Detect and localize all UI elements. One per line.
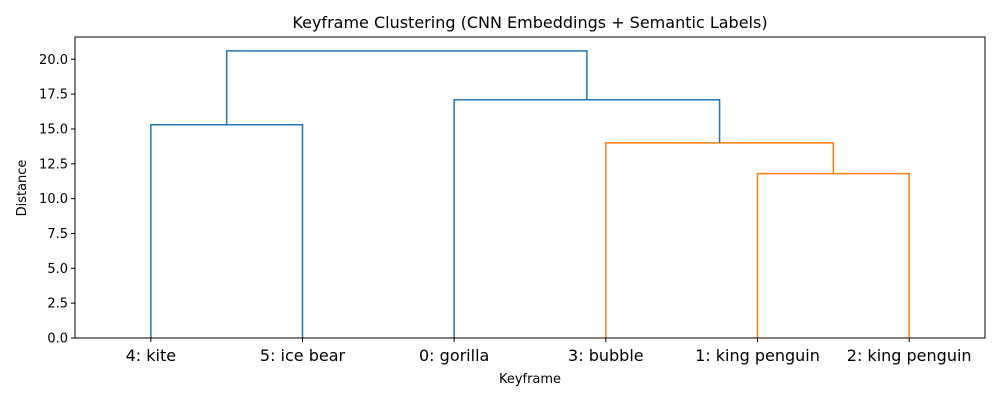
cluster-link: [453, 98, 721, 338]
y-tick-label: 5.0: [47, 262, 68, 277]
x-axis-title: Keyframe: [499, 372, 561, 387]
cluster-link: [150, 124, 304, 338]
y-tick-label: 2.5: [47, 297, 68, 312]
leaf-label: 5: ice bear: [260, 346, 346, 365]
y-axis: 0.0 2.5 5.0 7.5 10.0 12.5 15.0 17.5 20.0: [39, 53, 75, 347]
links-layer: [150, 50, 910, 338]
leaf-label: 0: gorilla: [419, 346, 489, 365]
y-tick-label: 12.5: [39, 157, 68, 172]
y-tick-label: 15.0: [39, 122, 68, 137]
cluster-link: [756, 172, 910, 338]
plot-frame: [74, 36, 986, 339]
leaf-label: 3: bubble: [568, 346, 644, 365]
y-tick-label: 20.0: [39, 53, 68, 68]
x-axis: 4: kite 5: ice bear 0: gorilla 3: bubble 1: …: [126, 338, 972, 365]
y-tick-label: 7.5: [47, 227, 68, 242]
y-tick-label: 0.0: [47, 332, 68, 347]
cluster-link: [605, 142, 835, 338]
leaf-label: 4: kite: [126, 346, 176, 365]
leaf-label: 1: king penguin: [695, 346, 820, 365]
cluster-link: [225, 50, 588, 125]
y-tick-label: 10.0: [39, 192, 68, 207]
y-axis-title: Distance: [15, 160, 30, 217]
y-tick-label: 17.5: [39, 88, 68, 103]
leaf-label: 2: king penguin: [847, 346, 972, 365]
chart-title: Keyframe Clustering (CNN Embeddings + Se…: [292, 13, 767, 32]
